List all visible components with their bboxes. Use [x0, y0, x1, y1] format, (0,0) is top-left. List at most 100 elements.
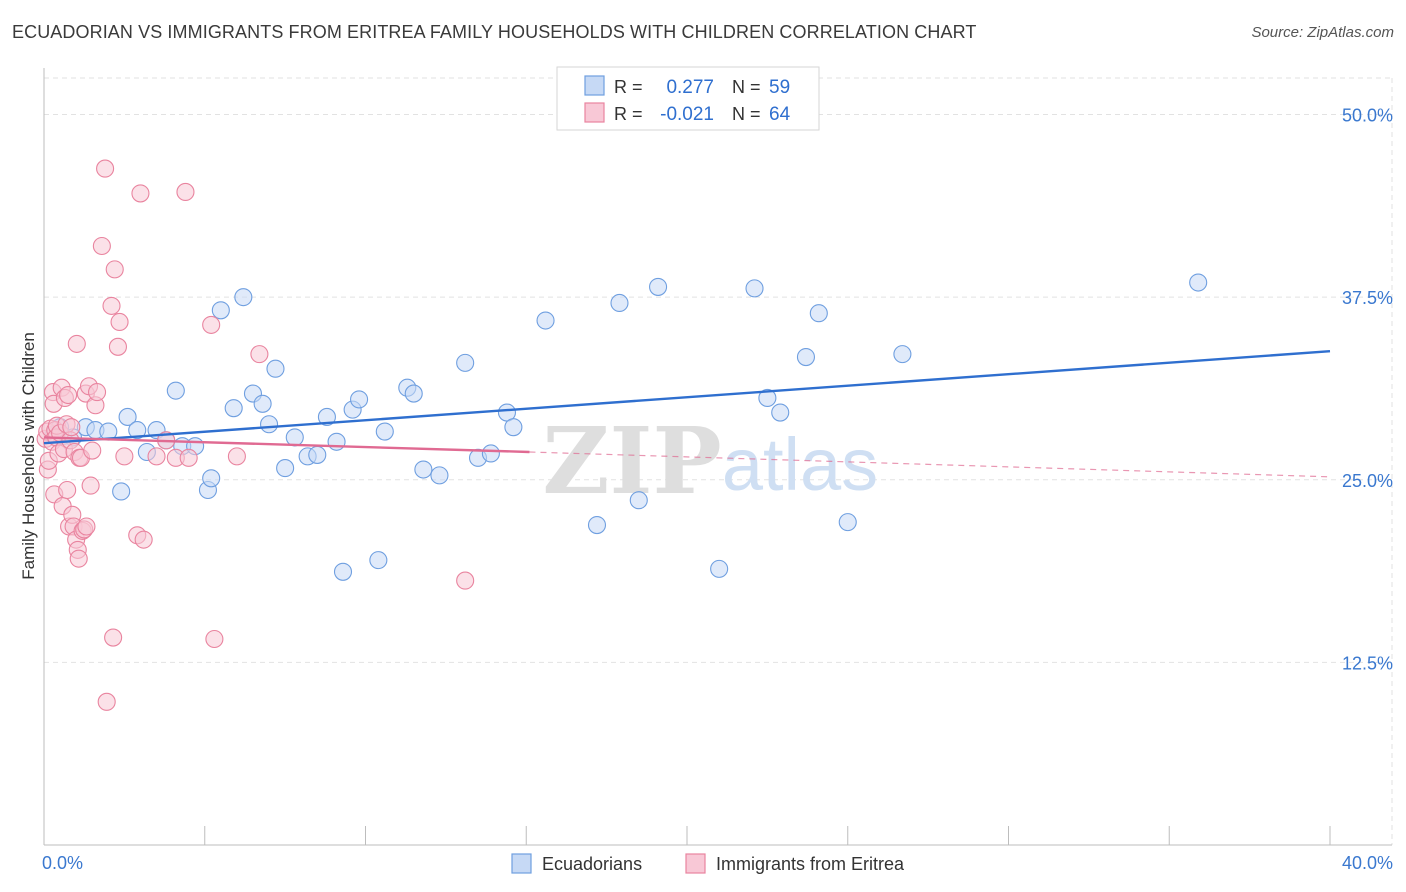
data-points: [36, 159, 1208, 711]
legend-swatch-ecuadorians: [511, 853, 532, 874]
y-tick-label: 37.5%: [1342, 288, 1393, 308]
ecuadorian-point: [745, 279, 764, 298]
ecuadorian-point: [375, 422, 394, 441]
ecuadorian-point: [333, 562, 353, 581]
eritrea-point: [77, 517, 96, 536]
ecuadorian-point: [224, 399, 243, 418]
stats-swatch-pink: [584, 102, 605, 123]
ecuadorian-point: [893, 345, 912, 364]
stats-r-label: R =: [614, 104, 643, 124]
ecuadorian-point: [414, 460, 433, 479]
ecuadorian-point: [481, 444, 500, 463]
stats-legend: R = 0.277 N = 59 R = -0.021 N = 64: [556, 66, 820, 131]
ecuadorian-point: [629, 491, 648, 510]
eritrea-point: [147, 447, 166, 466]
stats-r-label: R =: [614, 77, 643, 97]
x-tick-labels: 0.0% 40.0%: [42, 853, 1393, 873]
trend-lines: [43, 350, 1331, 478]
ecuadorian-point: [536, 311, 555, 330]
ecuadorian-point: [285, 428, 304, 447]
eritrea-point: [67, 334, 86, 353]
y-tick-label: 25.0%: [1342, 471, 1393, 491]
ecuadorian-point: [118, 407, 137, 426]
ecuadorian-point: [430, 466, 449, 485]
eritrea-point: [92, 236, 111, 256]
eritrea-trend-line: [43, 436, 530, 454]
stats-n-label: N =: [732, 77, 761, 97]
chart-source: Source: ZipAtlas.com: [1251, 24, 1394, 41]
eritrea-point: [83, 441, 102, 460]
y-tick-label: 50.0%: [1342, 106, 1393, 126]
stats-n-value: 64: [769, 104, 791, 125]
stats-swatch-blue: [584, 75, 605, 96]
x-tick-label: 0.0%: [42, 853, 83, 873]
stats-n-label: N =: [732, 104, 761, 124]
ecuadorian-point: [838, 513, 857, 532]
ecuadorian-point: [234, 288, 253, 307]
y-tick-labels: 12.5% 25.0% 37.5% 50.0%: [1342, 106, 1393, 674]
ecuadorian-point: [259, 415, 279, 434]
eritrea-point: [104, 628, 123, 647]
chart-title: ECUADORIAN VS IMMIGRANTS FROM ERITREA FA…: [12, 22, 977, 42]
legend-label-eritrea: Immigrants from Eritrea: [716, 854, 905, 874]
ecuadorian-point: [253, 394, 272, 413]
ecuadorian-point: [456, 353, 475, 372]
eritrea-point: [105, 260, 124, 279]
legend-label-ecuadorians: Ecuadorians: [542, 854, 642, 874]
ecuadorian-point: [504, 418, 523, 437]
x-tick-label: 40.0%: [1342, 853, 1393, 873]
eritrea-point: [69, 549, 88, 568]
ecuadorian-point: [350, 390, 369, 409]
ecuadorian-point: [404, 384, 423, 403]
ecuadorian-point: [327, 432, 346, 451]
eritrea-trend-extension: [529, 451, 1331, 478]
ecuadorian-point: [369, 551, 388, 570]
eritrea-point: [62, 418, 81, 437]
ecuadorian-point: [809, 304, 828, 323]
ecuadorian-point: [128, 421, 147, 440]
eritrea-point: [202, 315, 221, 334]
legend-swatch-eritrea: [685, 853, 706, 874]
ecuadorian-point: [211, 301, 230, 320]
eritrea-point: [59, 385, 78, 405]
eritrea-point: [227, 447, 246, 466]
ecuadorian-point: [112, 482, 131, 501]
y-tick-label: 12.5%: [1342, 653, 1393, 673]
watermark: ZIP atlas: [542, 407, 878, 515]
series-legend: Ecuadorians Immigrants from Eritrea: [511, 853, 905, 874]
eritrea-point: [179, 448, 198, 467]
ecuadorian-point: [276, 459, 295, 478]
ecuadorian-point: [317, 407, 336, 426]
eritrea-point: [108, 337, 127, 356]
stats-n-value: 59: [769, 77, 790, 98]
eritrea-point: [134, 530, 153, 549]
ecuadorian-point: [1189, 273, 1208, 292]
ecuadorian-point: [610, 293, 629, 313]
grid-lines: [44, 77, 1393, 845]
ecuadorian-point: [202, 469, 221, 488]
ecuadorian-point: [710, 559, 729, 578]
eritrea-point: [97, 692, 116, 711]
stats-r-value: -0.021: [660, 104, 714, 125]
ecuadorian-point: [308, 445, 327, 464]
ecuadorian-point: [166, 381, 185, 400]
stats-r-value: 0.277: [666, 77, 714, 98]
watermark-atlas: atlas: [722, 423, 878, 506]
eritrea-point: [58, 480, 77, 500]
eritrea-point: [110, 312, 129, 332]
eritrea-point: [87, 383, 107, 402]
eritrea-point: [456, 571, 475, 590]
ecuadorian-point: [796, 347, 816, 367]
ecuadorian-point: [758, 388, 777, 407]
ecuadorian-point: [587, 516, 607, 535]
eritrea-point: [176, 182, 195, 202]
eritrea-point: [81, 476, 100, 495]
ecuadorian-point: [266, 359, 285, 378]
eritrea-point: [250, 345, 269, 364]
ecuadorian-trend-line: [43, 350, 1331, 445]
y-axis-label: Family Households with Children: [19, 332, 38, 580]
eritrea-point: [205, 629, 224, 649]
eritrea-point: [115, 447, 134, 466]
eritrea-point: [96, 159, 115, 178]
